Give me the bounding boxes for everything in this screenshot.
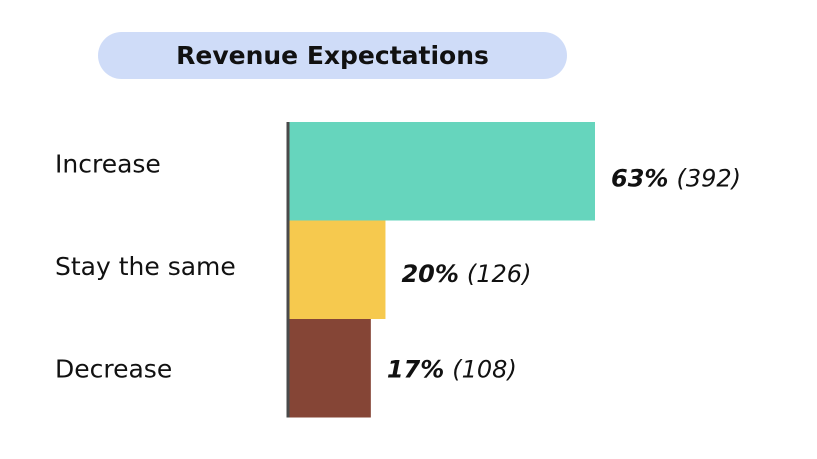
percent-label: 20%	[401, 260, 458, 288]
count-label: (108)	[452, 355, 517, 383]
data-label: 20% (126)	[401, 260, 531, 288]
bar-increase	[288, 122, 595, 221]
bar-decrease	[288, 319, 371, 418]
category-label: Decrease	[55, 354, 172, 383]
data-label: 17% (108)	[387, 355, 517, 383]
category-label: Stay the same	[55, 252, 236, 281]
count-label: (392)	[676, 164, 741, 192]
count-label: (126)	[467, 260, 532, 288]
bar-stay-the-same	[288, 220, 386, 319]
percent-label: 17%	[387, 355, 444, 383]
data-label: 63% (392)	[611, 164, 741, 192]
chart-title: Revenue Expectations	[176, 41, 489, 70]
chart-title-pill: Revenue Expectations	[98, 32, 567, 79]
percent-label: 63%	[611, 164, 668, 192]
category-label: Increase	[55, 149, 161, 178]
